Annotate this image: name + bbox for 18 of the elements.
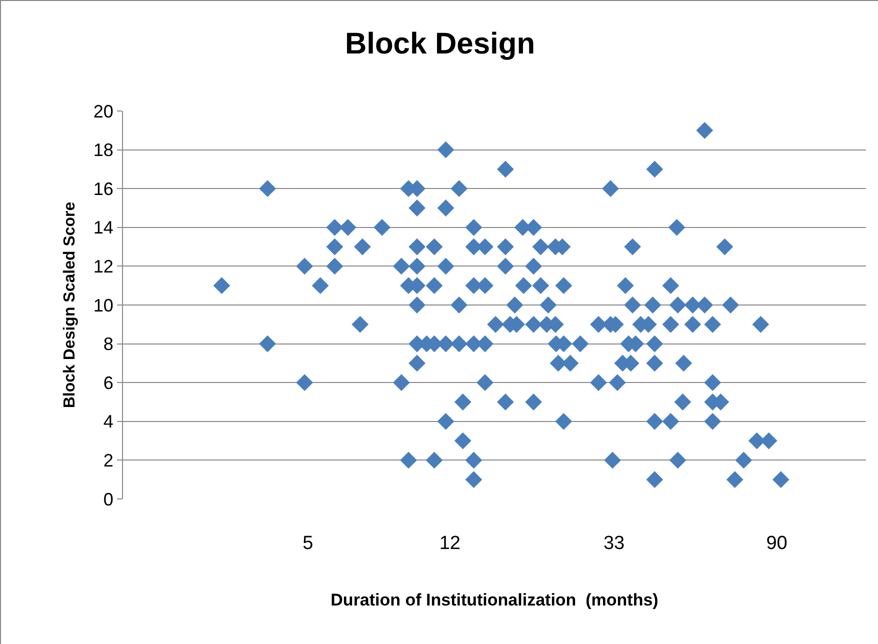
y-tick-label: 0 [103, 489, 114, 510]
y-tick-label: 8 [103, 334, 114, 354]
chart-title: Block Design [344, 27, 536, 60]
y-tick-label: 2 [103, 450, 114, 470]
y-tick-label: 4 [103, 412, 114, 432]
x-tick-label: 90 [766, 533, 788, 554]
y-tick-label: 18 [93, 140, 114, 160]
y-tick-label: 14 [93, 218, 114, 238]
x-axis-title: Duration of Institutionalization (months) [330, 590, 658, 610]
y-tick-label: 10 [93, 295, 114, 316]
y-axis-title: Block Design Scaled Score [61, 202, 78, 408]
y-tick-label: 16 [93, 178, 114, 199]
x-tick-label: 5 [302, 533, 314, 554]
y-tick-label: 20 [93, 101, 114, 122]
x-tick-label: 12 [439, 533, 460, 554]
y-tick-label: 6 [103, 372, 114, 393]
y-tick-label: 12 [93, 256, 114, 276]
x-tick-label: 33 [603, 533, 625, 554]
